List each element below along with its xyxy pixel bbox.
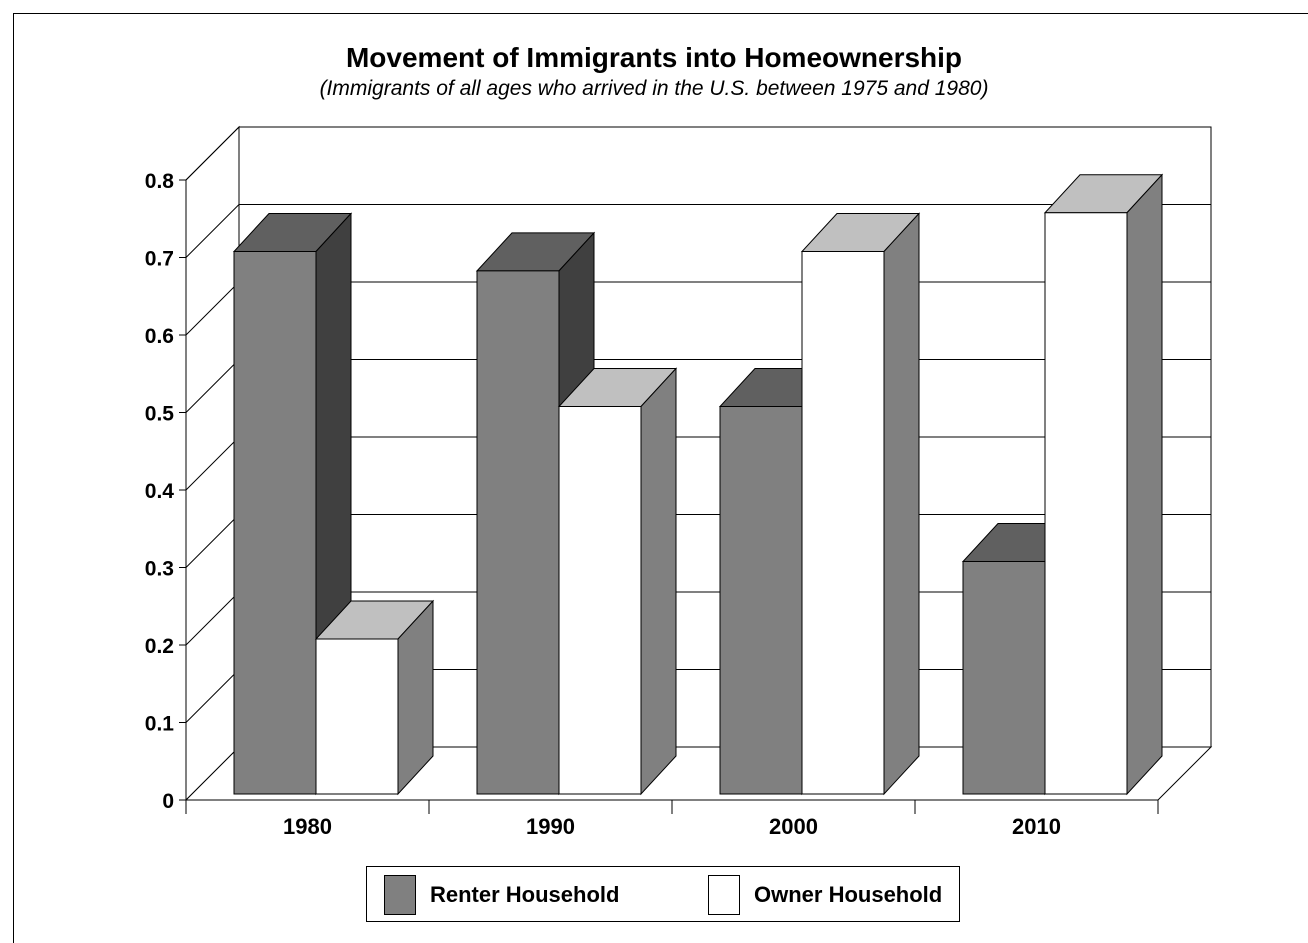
bar-owner-1990 bbox=[557, 367, 678, 796]
gridline-side bbox=[185, 281, 240, 336]
bar-owner-2000 bbox=[800, 212, 921, 796]
y-tick-label: 0 bbox=[162, 790, 174, 813]
legend-swatch-owner bbox=[708, 875, 740, 915]
plot-axes: 0 0.1 0.2 0.3 0.4 0.5 0.6 0.7 0.8 1980 1990 2000 201… bbox=[145, 170, 1159, 839]
y-tick-label: 0.8 bbox=[145, 170, 175, 193]
bar-side bbox=[883, 212, 920, 796]
bar-front bbox=[719, 406, 803, 795]
y-tick-label: 0.7 bbox=[145, 248, 174, 271]
legend-label-renter: Renter Household bbox=[430, 882, 620, 907]
bar-front bbox=[315, 638, 399, 795]
gridline-side bbox=[185, 514, 240, 568]
gridline-side bbox=[185, 359, 240, 413]
x-tick-label: 1990 bbox=[526, 814, 575, 839]
legend-item-renter: Renter Household bbox=[384, 867, 619, 923]
gridline-side bbox=[185, 126, 240, 181]
bar-renter-1990 bbox=[475, 231, 596, 796]
bar-owner-1980 bbox=[314, 599, 435, 796]
legend: Renter Household Owner Household bbox=[366, 866, 960, 922]
bar-side bbox=[1126, 173, 1163, 796]
bar-side bbox=[640, 367, 677, 796]
y-tick-label: 0.1 bbox=[145, 713, 175, 736]
y-tick-label: 0.2 bbox=[145, 635, 174, 658]
bar-front bbox=[233, 251, 317, 795]
plot-bars bbox=[232, 173, 1164, 796]
x-tick-label: 2010 bbox=[1012, 814, 1061, 839]
chart-title: Movement of Immigrants into Homeownershi… bbox=[345, 42, 963, 73]
chart-frame bbox=[13, 13, 1308, 943]
gridline-side bbox=[185, 669, 240, 723]
y-tick-label: 0.4 bbox=[145, 480, 175, 503]
chart-subtitle: (Immigrants of all ages who arrived in t… bbox=[319, 77, 989, 100]
bar-front bbox=[801, 251, 885, 795]
y-tick-label: 0.5 bbox=[145, 403, 175, 426]
y-tick-label: 0.3 bbox=[145, 558, 174, 581]
bar-front bbox=[1044, 212, 1128, 795]
x-tick-label: 1980 bbox=[283, 814, 332, 839]
y-tick-label: 0.6 bbox=[145, 325, 174, 348]
x-tick-label: 2000 bbox=[769, 814, 818, 839]
gridline-side bbox=[185, 436, 240, 491]
bar-owner-2010 bbox=[1043, 173, 1164, 796]
bar-front bbox=[476, 270, 560, 795]
bar-front bbox=[962, 561, 1046, 795]
legend-label-owner: Owner Household bbox=[754, 882, 943, 907]
bar-front bbox=[558, 406, 642, 795]
gridline-side bbox=[185, 204, 240, 258]
legend-swatch-renter bbox=[384, 875, 416, 915]
legend-item-owner: Owner Household bbox=[708, 867, 942, 923]
gridline-side bbox=[185, 591, 240, 646]
